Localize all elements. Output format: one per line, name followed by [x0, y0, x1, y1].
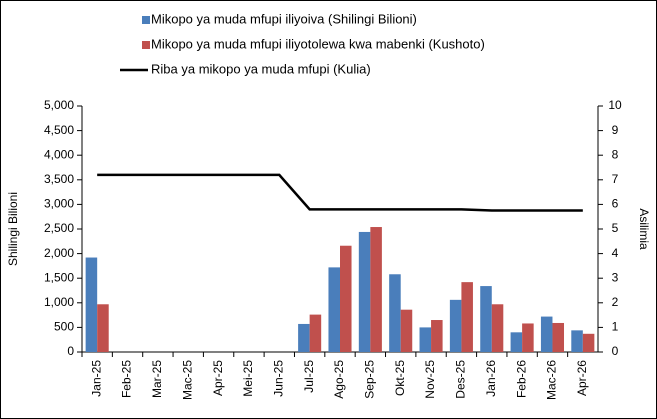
bar	[85, 257, 98, 352]
bar	[461, 282, 473, 352]
y-tick-label: 4,000	[44, 147, 74, 161]
bar	[419, 327, 432, 352]
y2-tick-label: 1	[612, 320, 619, 334]
bar	[431, 320, 443, 352]
bar	[480, 286, 492, 352]
y2-axis-label: Asilimia	[637, 208, 651, 250]
y-tick-label: 3,500	[44, 172, 74, 186]
bar	[540, 316, 553, 352]
y-tick-label: 1,000	[44, 295, 74, 309]
y2-tick-label: 8	[612, 147, 619, 161]
x-tick-label: Jul-25	[302, 360, 316, 393]
y2-tick-label: 0	[612, 344, 619, 358]
x-tick-label: Apr-26	[575, 360, 589, 396]
x-tick-label: Feb-25	[120, 360, 134, 398]
bar	[400, 309, 413, 352]
y-tick-label: 3,000	[44, 197, 74, 211]
bar	[552, 322, 565, 352]
x-tick-label: Okt-25	[393, 360, 407, 396]
y-tick-label: 0	[67, 344, 74, 358]
bar	[340, 245, 352, 352]
bar	[582, 333, 595, 352]
y-tick-label: 1,500	[44, 270, 74, 284]
legend-label: Riba ya mikopo ya muda mfupi (Kulia)	[151, 61, 371, 76]
y2-tick-label: 2	[612, 295, 619, 309]
bar	[298, 323, 310, 352]
y-tick-label: 5,000	[44, 98, 74, 112]
x-tick-label: Mar-25	[150, 360, 164, 398]
line	[97, 173, 583, 212]
y-tick-label: 2,500	[44, 221, 74, 235]
x-tick-label: Mac-25	[180, 360, 194, 400]
x-tick-label: Feb-26	[514, 360, 528, 398]
x-tick-label: Des-25	[454, 360, 468, 399]
bar	[510, 332, 523, 352]
bar	[389, 274, 401, 352]
y2-tick-label: 7	[612, 172, 619, 186]
x-tick-label: Jun-25	[271, 360, 285, 397]
y2-tick-label: 10	[608, 98, 622, 112]
y-tick-label: 500	[54, 320, 74, 334]
y-axis-label: Shilingi Bilioni	[6, 192, 20, 266]
y2-tick-label: 3	[612, 270, 619, 284]
x-tick-label: Jan-26	[484, 360, 498, 397]
bar	[358, 231, 371, 352]
y2-tick-label: 6	[612, 197, 619, 211]
y2-tick-label: 4	[612, 246, 619, 260]
legend-label: Mikopo ya muda mfupi iliyoiva (Shilingi …	[151, 11, 417, 26]
x-tick-label: Sep-25	[363, 360, 377, 399]
x-tick-label: Mac-26	[545, 360, 559, 400]
legend-swatch	[142, 16, 150, 24]
x-tick-label: Ago-25	[332, 360, 346, 399]
bar	[370, 227, 382, 352]
bar	[97, 304, 109, 352]
y2-tick-label: 9	[612, 123, 619, 137]
bar	[328, 267, 340, 352]
x-tick-label: Jan-25	[89, 360, 103, 397]
bar	[571, 330, 583, 352]
legend-label: Mikopo ya muda mfupi iliyotolewa kwa mab…	[151, 36, 485, 51]
bar	[309, 314, 322, 352]
bar	[522, 323, 534, 352]
legend-swatch	[142, 41, 150, 49]
bar	[491, 304, 504, 352]
y-tick-label: 2,000	[44, 246, 74, 260]
y-tick-label: 4,500	[44, 123, 74, 137]
y2-tick-label: 5	[612, 221, 619, 235]
bar	[449, 299, 462, 352]
x-tick-label: Apr-25	[211, 360, 225, 396]
x-tick-label: Mei-25	[241, 360, 255, 397]
x-tick-label: Nov-25	[423, 360, 437, 399]
